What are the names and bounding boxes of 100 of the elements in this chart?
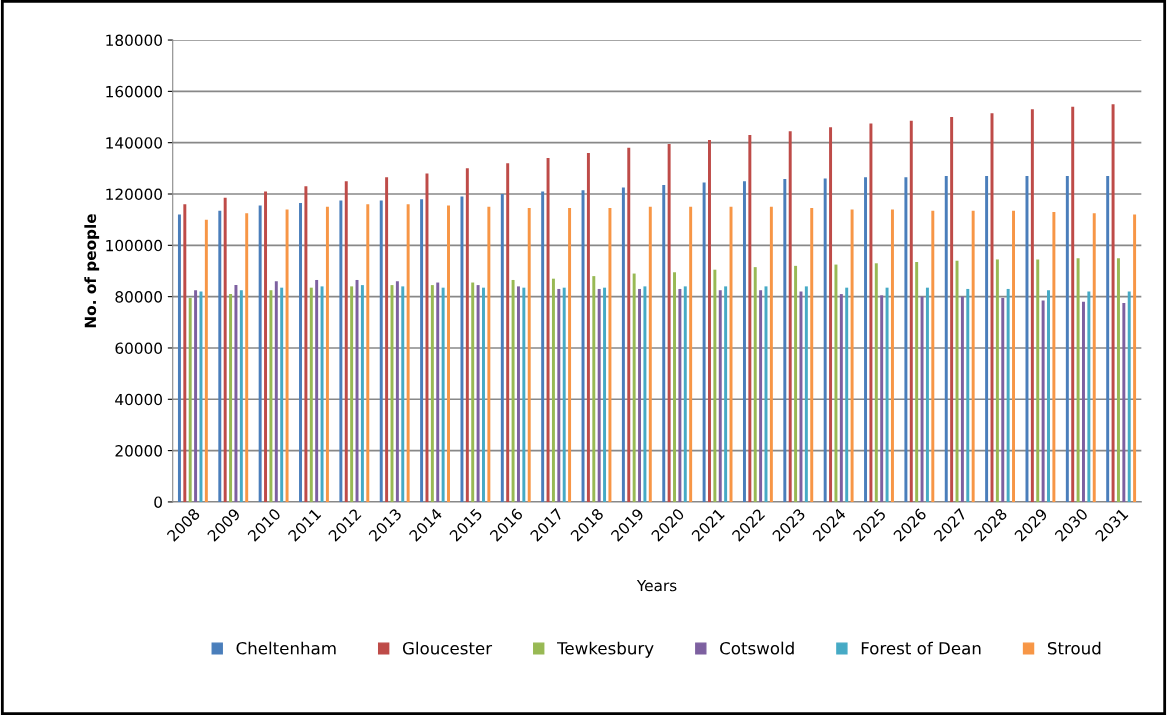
bar	[379, 200, 383, 502]
x-axis-title: Years	[636, 579, 677, 592]
bar	[708, 140, 711, 502]
bar	[258, 205, 262, 502]
bar	[482, 287, 485, 502]
bar	[315, 279, 319, 502]
bar	[971, 210, 975, 502]
bar	[788, 131, 792, 502]
bar	[476, 285, 480, 502]
bar	[188, 297, 192, 502]
bar	[234, 285, 238, 502]
legend-label: Gloucester	[402, 641, 493, 655]
bar	[1036, 259, 1040, 502]
bar	[890, 209, 894, 502]
bar	[748, 134, 752, 502]
bar	[177, 214, 181, 502]
bar	[718, 290, 722, 502]
bar	[223, 197, 227, 502]
bar	[522, 287, 526, 502]
bar	[551, 278, 555, 502]
bar	[1052, 211, 1056, 502]
bar	[500, 194, 504, 502]
bar	[925, 287, 929, 502]
bar	[724, 286, 728, 502]
bar	[839, 294, 843, 502]
bar	[869, 123, 873, 502]
bar	[885, 287, 889, 502]
bar	[621, 187, 625, 502]
bar	[1071, 106, 1075, 502]
legend-label: Forest of Dean	[861, 641, 981, 655]
bar	[350, 286, 354, 502]
legend-label: Tewkesbury	[557, 641, 654, 658]
bar	[460, 196, 464, 502]
bar	[355, 279, 359, 502]
bar	[769, 206, 773, 502]
bar	[465, 168, 469, 502]
bar	[1127, 291, 1131, 502]
bar	[1001, 297, 1005, 502]
bar	[880, 295, 884, 502]
bar	[920, 296, 924, 502]
bar	[864, 177, 868, 502]
bar	[1006, 288, 1010, 502]
legend-label: Cotswold	[720, 641, 794, 655]
bar	[245, 213, 249, 502]
bar	[546, 158, 550, 502]
bar	[638, 288, 642, 502]
bar	[562, 287, 566, 502]
legend-label: Stroud	[1047, 641, 1101, 655]
y-tick-label: 20000	[115, 445, 162, 457]
bar	[944, 176, 948, 502]
bar	[1076, 258, 1080, 502]
bar	[850, 209, 854, 502]
bar	[586, 152, 590, 502]
bar	[420, 199, 424, 502]
bar	[218, 210, 222, 502]
bar	[264, 191, 268, 502]
bar	[199, 291, 203, 502]
bar	[689, 206, 693, 502]
bar	[401, 286, 405, 502]
y-tick-label: 60000	[115, 342, 162, 354]
bar	[366, 204, 370, 502]
bar	[874, 263, 878, 502]
bar	[183, 204, 187, 502]
bar	[395, 281, 399, 502]
bar	[931, 210, 935, 502]
y-tick-label: 80000	[115, 291, 162, 303]
bar	[430, 285, 434, 502]
bar	[1116, 258, 1120, 502]
bar	[960, 296, 964, 502]
bar	[753, 267, 757, 502]
y-tick-label: 100000	[106, 239, 162, 252]
bar	[320, 286, 324, 502]
bar	[643, 286, 647, 502]
bar	[759, 290, 763, 502]
bar	[794, 265, 798, 502]
bar	[239, 290, 243, 502]
bar	[436, 282, 440, 502]
bar	[1065, 176, 1069, 502]
bar	[667, 143, 671, 502]
bar	[304, 186, 308, 502]
bar	[568, 208, 572, 502]
bar	[966, 288, 970, 502]
bar	[950, 117, 954, 502]
bar	[632, 273, 636, 502]
bar	[204, 219, 208, 502]
bar	[339, 200, 343, 502]
bar	[581, 190, 585, 502]
bar	[229, 294, 233, 502]
bar	[783, 179, 787, 502]
bar	[1111, 104, 1115, 502]
bar	[1087, 291, 1091, 502]
bar	[627, 147, 631, 502]
bar	[406, 204, 410, 502]
bar	[511, 279, 515, 502]
bar	[280, 287, 284, 502]
bar	[194, 290, 198, 502]
bar	[471, 282, 475, 502]
bar	[1106, 176, 1110, 502]
legend-label: Cheltenham	[236, 641, 336, 655]
y-tick-label: 0	[154, 496, 162, 508]
